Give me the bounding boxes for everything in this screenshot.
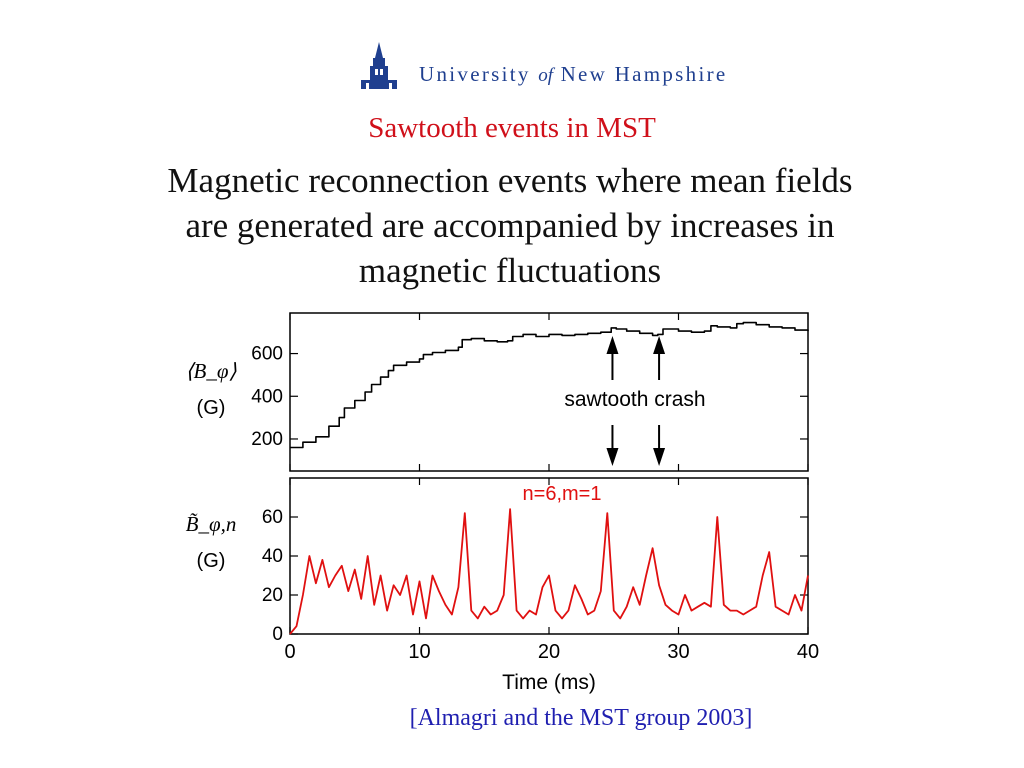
unh-logo: University of New Hampshire [357, 40, 757, 90]
crash-arrowhead-down [653, 448, 666, 466]
y-tick-label: 400 [251, 386, 283, 407]
y-axis-label: B̃_φ,n [186, 512, 237, 536]
data-series-line [289, 508, 809, 635]
x-tick-label: 10 [408, 641, 430, 663]
crash-arrowhead-down [606, 448, 619, 466]
y-axis-unit: (G) [197, 397, 226, 419]
y-tick-label: 200 [251, 429, 283, 450]
crash-arrowhead-up [606, 336, 619, 354]
x-tick-label: 40 [797, 641, 819, 663]
data-series-line [290, 321, 809, 449]
bottom-panel: 0 20 40 60 0 10 20 30 40 Time (ms) B̃_φ,n (G) n=6,m=… [186, 477, 819, 694]
y-axis-unit: (G) [197, 550, 226, 572]
x-axis-label: Time (ms) [502, 671, 596, 694]
thompson-hall-tower-icon [361, 42, 397, 89]
top-panel: 200 400 600 ⟨B_φ⟩ (G) sawtooth crash [185, 312, 809, 472]
y-tick-label: 0 [272, 624, 283, 645]
institution-word-1: University [419, 62, 531, 86]
y-tick-label: 20 [262, 585, 283, 606]
slide-subtitle: Sawtooth events in MST [368, 112, 656, 144]
y-tick-label: 60 [262, 507, 283, 528]
y-tick-label: 40 [262, 546, 283, 567]
mode-legend: n=6,m=1 [523, 483, 602, 505]
crash-arrowhead-up [653, 336, 666, 354]
y-tick-label: 600 [251, 344, 283, 365]
institution-word-of: of [538, 65, 553, 86]
y-axis-label: ⟨B_φ⟩ [185, 359, 236, 383]
sawtooth-crash-label: sawtooth crash [564, 388, 705, 411]
slide-headline: Magnetic reconnection events where mean … [167, 161, 853, 290]
citation: [Almagri and the MST group 2003] [409, 705, 753, 731]
x-tick-label: 30 [667, 641, 689, 663]
x-tick-label: 20 [538, 641, 560, 663]
institution-name: University of New Hampshire [419, 62, 728, 87]
x-tick-label: 0 [284, 641, 295, 663]
institution-word-2: New Hampshire [560, 62, 728, 86]
